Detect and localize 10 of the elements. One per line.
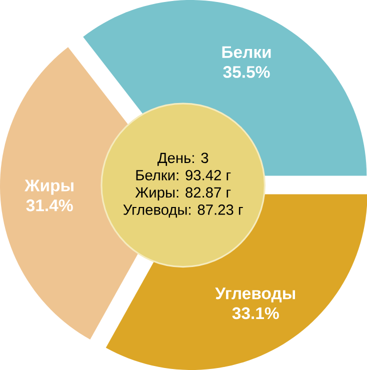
data-label: 31.4% [26,199,73,212]
text: Жиры: 82.87 г [135,187,230,201]
slice-label: Углеводы [214,288,295,302]
slice-label: Белки [222,46,271,58]
text: День: 3 [157,152,208,166]
text: Белки: 93.42 г [136,170,231,180]
data-label: 35.5% [223,66,270,78]
slice-label: Жиры [24,180,74,195]
data-label: 33.1% [232,307,279,320]
text: Углеводы: 87.23 г [123,204,243,218]
